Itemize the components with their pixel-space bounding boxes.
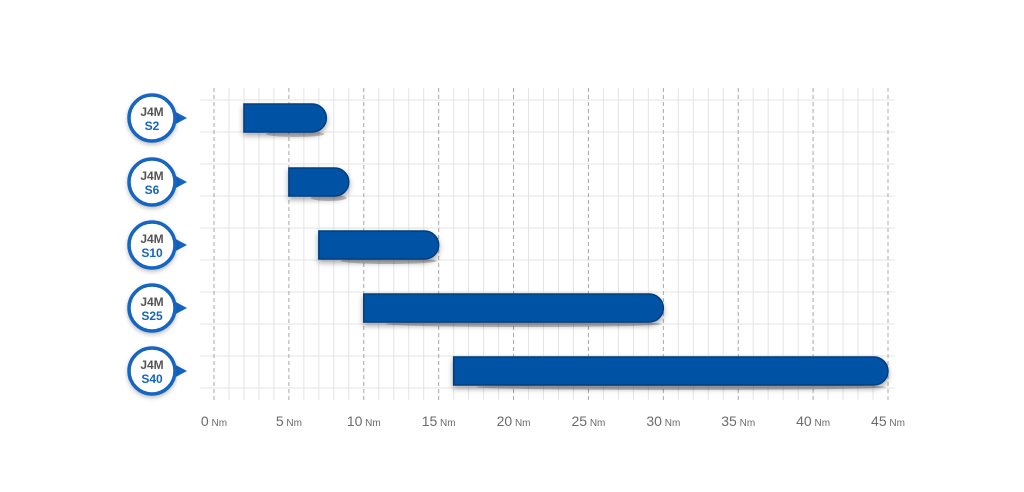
x-tick-label: 35 Nm — [721, 413, 755, 429]
badge-size-label: S10 — [141, 246, 163, 260]
x-tick-label: 15 Nm — [422, 413, 456, 429]
x-tick-label: 5 Nm — [276, 413, 302, 429]
x-tick-label: 30 Nm — [646, 413, 680, 429]
badge-size-label: S40 — [141, 372, 163, 386]
badge-size-label: S25 — [141, 309, 163, 323]
bar — [288, 167, 350, 197]
bar — [243, 103, 328, 133]
x-tick-label: 20 Nm — [497, 413, 531, 429]
bar-s40 — [452, 356, 889, 390]
grid — [200, 88, 895, 400]
x-tick-label: 10 Nm — [347, 413, 381, 429]
x-tick-label: 0 Nm — [201, 413, 227, 429]
badge-circle — [127, 346, 177, 396]
badge-circle — [127, 93, 177, 143]
badge-model-label: J4M — [140, 105, 163, 119]
badge-circle — [127, 157, 177, 207]
x-tick-label: 25 Nm — [571, 413, 605, 429]
x-tick-label: 45 Nm — [871, 413, 905, 429]
bar — [452, 356, 889, 386]
badge-circle — [127, 220, 177, 270]
bar-s6 — [288, 167, 350, 201]
badge-model-label: J4M — [140, 169, 163, 183]
bar-s25 — [363, 293, 665, 327]
bar — [363, 293, 665, 323]
x-axis-ticks: 0 Nm 5 Nm 10 Nm 15 Nm 20 Nm 25 Nm 30 Nm 35 Nm 40… — [201, 413, 905, 429]
badge-size-label: S6 — [145, 183, 160, 197]
bar — [318, 230, 440, 260]
badge-model-label: J4M — [140, 232, 163, 246]
badge-model-label: J4M — [140, 295, 163, 309]
bars — [243, 103, 889, 390]
bar-s10 — [318, 230, 440, 264]
badge-circle — [127, 283, 177, 333]
badge-model-label: J4M — [140, 358, 163, 372]
x-tick-label: 40 Nm — [796, 413, 830, 429]
badge-size-label: S2 — [145, 119, 160, 133]
bar-s2 — [243, 103, 328, 137]
